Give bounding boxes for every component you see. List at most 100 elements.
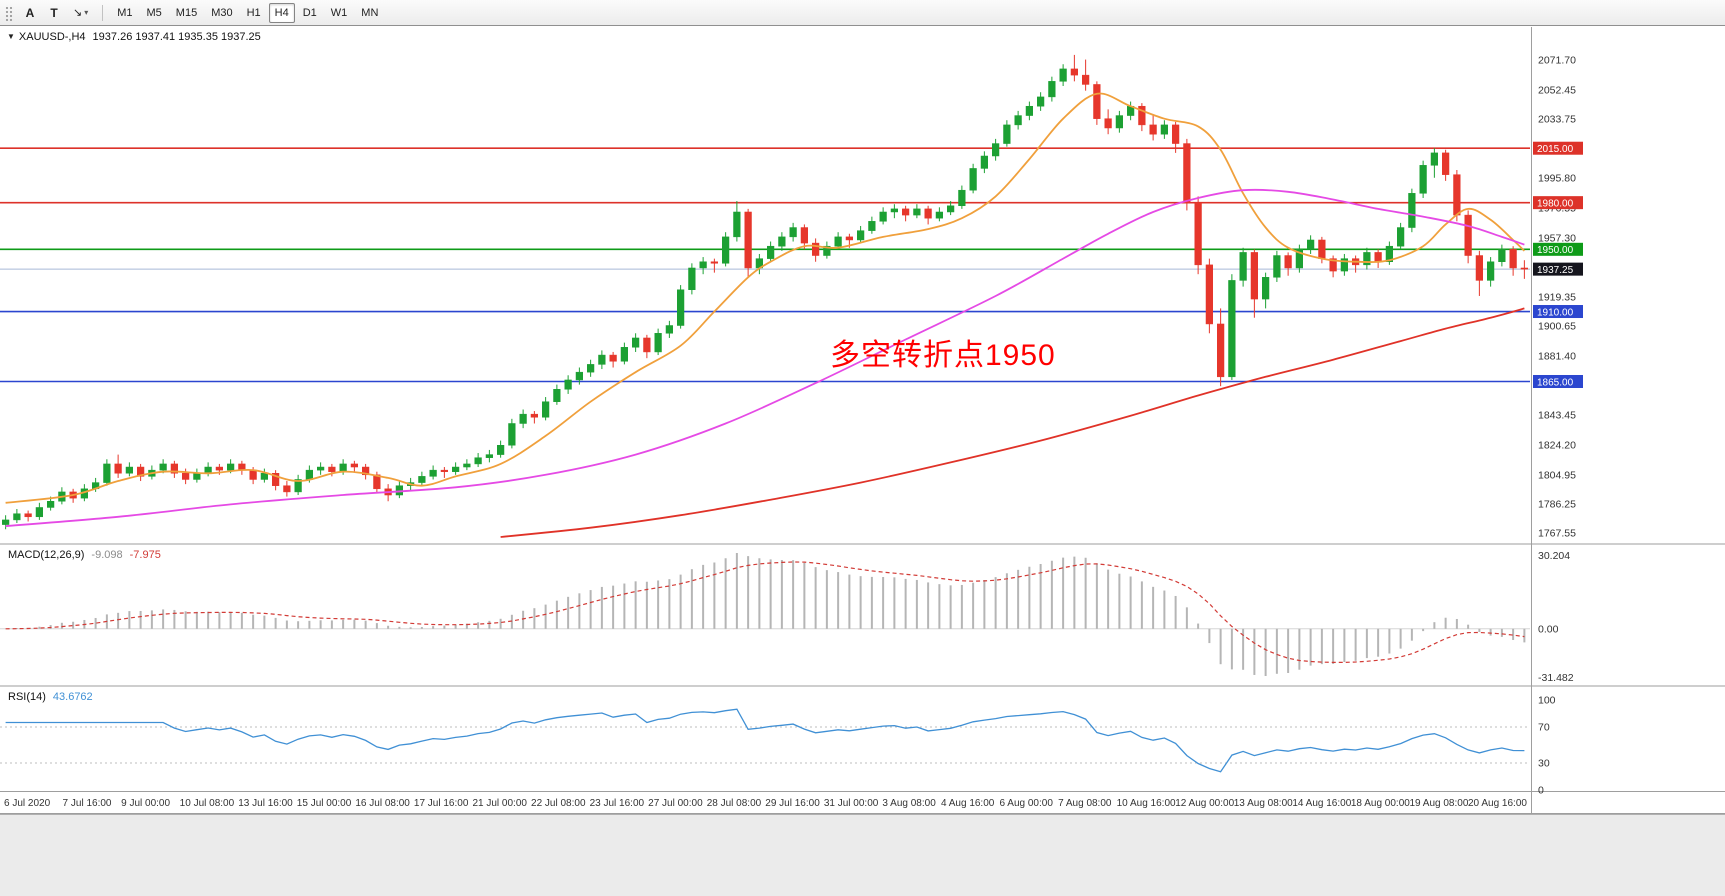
rsi-name: RSI(14) <box>8 691 46 703</box>
timeframe-button-m5[interactable]: M5 <box>146 6 162 19</box>
chart-ohlc-values: 1937.26 1937.41 1935.35 1937.25 <box>92 31 261 43</box>
rsi-scale-label: 70 <box>1538 722 1550 734</box>
timeframe-button-m30[interactable]: M30 <box>211 6 233 19</box>
chart-symbol-period: XAUUSD-,H4 <box>18 31 86 43</box>
macd-main-value: -9.098 <box>91 549 123 561</box>
price-scale-label: 1957.30 <box>1538 232 1576 244</box>
price-badge-1980.00: 1980.00 <box>1533 196 1583 209</box>
timeframe-button-w1[interactable]: W1 <box>330 6 348 19</box>
macd-pane <box>0 553 1530 676</box>
rsi-value: 43.6762 <box>52 691 93 703</box>
date-label: 15 Jul 00:00 <box>297 798 352 809</box>
price-scale-label: 1843.45 <box>1538 410 1576 422</box>
toolbar-grip-icon[interactable] <box>5 4 14 21</box>
ma-fast-line <box>5 92 1526 504</box>
date-label: 4 Aug 16:00 <box>941 798 995 809</box>
svg-text:1910.00: 1910.00 <box>1537 307 1574 318</box>
date-label: 13 Jul 16:00 <box>238 798 293 809</box>
collapse-triangle-icon[interactable]: ▼ <box>7 32 15 41</box>
price-scale-label: 1881.40 <box>1538 350 1576 362</box>
date-axis[interactable]: 6 Jul 2020 7 Jul 16:00 9 Jul 00:00 10 Jul 0… <box>4 798 1527 809</box>
text-tool-button[interactable]: T <box>50 5 58 20</box>
date-label: 3 Aug 08:00 <box>882 798 936 809</box>
date-label: 22 Jul 08:00 <box>531 798 586 809</box>
ma-fast-overlay <box>5 92 1526 504</box>
timeframe-button-h1[interactable]: H1 <box>246 6 261 19</box>
svg-text:1950.00: 1950.00 <box>1537 245 1574 256</box>
macd-signal-line <box>5 561 1525 663</box>
price-scale-label: 1824.20 <box>1538 439 1576 451</box>
rsi-line <box>5 708 1525 773</box>
date-label: 10 Aug 16:00 <box>1117 798 1176 809</box>
svg-text:2015.00: 2015.00 <box>1537 144 1574 155</box>
ma-slow-line <box>500 307 1525 538</box>
date-label: 7 Jul 16:00 <box>63 798 112 809</box>
date-label: 16 Jul 08:00 <box>355 798 410 809</box>
macd-scale-label: -31.482 <box>1538 672 1574 684</box>
price-badge-1910.00: 1910.00 <box>1533 305 1583 318</box>
timeframe-button-m1[interactable]: M1 <box>117 6 133 19</box>
chevron-down-icon: ▾ <box>84 8 89 17</box>
price-badge-2015.00: 2015.00 <box>1533 141 1583 155</box>
price-scale-labels[interactable]: 2071.702052.452033.751995.801976.551957.… <box>1533 55 1583 797</box>
macd-name: MACD(12,26,9) <box>8 549 85 561</box>
chart-toolbar: A T ↘ ▾ M1 M5 M15 M30 H1 H4 D1 W1 MN <box>0 0 1725 26</box>
price-badge-1865.00: 1865.00 <box>1533 374 1583 388</box>
date-label: 10 Jul 08:00 <box>180 798 235 809</box>
macd-scale-label: 30.204 <box>1538 550 1570 562</box>
price-scale-label: 2071.70 <box>1538 55 1576 67</box>
date-label: 6 Jul 2020 <box>4 798 51 809</box>
price-scale-label: 1900.65 <box>1538 321 1576 333</box>
ma-medium-overlay <box>5 188 1525 527</box>
date-label: 12 Aug 00:00 <box>1175 798 1234 809</box>
price-scale-label: 2033.75 <box>1538 114 1576 126</box>
svg-text:1980.00: 1980.00 <box>1537 198 1574 209</box>
rsi-pane <box>0 708 1530 773</box>
price-scale-label: 1995.80 <box>1538 173 1576 185</box>
svg-text:1865.00: 1865.00 <box>1537 377 1574 388</box>
macd-signal-value: -7.975 <box>129 549 161 561</box>
ma-slow-overlay <box>500 307 1525 538</box>
timeframe-buttons: M1 M5 M15 M30 H1 H4 D1 W1 MN <box>111 2 384 23</box>
date-label: 27 Jul 00:00 <box>648 798 703 809</box>
macd-scale-label: 0.00 <box>1538 623 1559 635</box>
rsi-scale-label: 0 <box>1538 785 1544 797</box>
rsi-indicator-label: RSI(14) 43.6762 <box>8 691 93 703</box>
date-label: 9 Jul 00:00 <box>121 798 170 809</box>
chart-title: ▼ XAUUSD-,H4 1937.26 1937.41 1935.35 1937.… <box>7 31 261 43</box>
rsi-scale-label: 100 <box>1538 695 1556 707</box>
date-label: 19 Aug 08:00 <box>1409 798 1468 809</box>
rsi-scale-label: 30 <box>1538 758 1550 770</box>
date-label: 20 Aug 16:00 <box>1468 798 1527 809</box>
date-label: 28 Jul 08:00 <box>707 798 762 809</box>
date-label: 23 Jul 16:00 <box>590 798 645 809</box>
date-label: 14 Aug 16:00 <box>1292 798 1351 809</box>
date-label: 18 Aug 00:00 <box>1351 798 1410 809</box>
date-label: 17 Jul 16:00 <box>414 798 469 809</box>
price-scale-label: 1767.55 <box>1538 528 1576 540</box>
price-scale-column[interactable] <box>1532 27 1725 814</box>
date-label: 6 Aug 00:00 <box>1000 798 1054 809</box>
chart-annotation[interactable]: 多空转折点1950 <box>830 339 1056 372</box>
timeframe-button-d1[interactable]: D1 <box>302 6 317 19</box>
price-scale-label: 1786.25 <box>1538 498 1576 510</box>
cursor-tool-button[interactable]: ↘ ▾ <box>67 3 94 23</box>
price-scale-label: 1804.95 <box>1538 469 1576 481</box>
date-label: 13 Aug 08:00 <box>1234 798 1293 809</box>
date-label: 31 Jul 00:00 <box>824 798 879 809</box>
ma-medium-line <box>5 188 1525 527</box>
svg-text:1937.25: 1937.25 <box>1537 265 1574 276</box>
date-label: 29 Jul 16:00 <box>765 798 820 809</box>
timeframe-button-h4[interactable]: H4 <box>268 2 295 23</box>
label-tool-button[interactable]: A <box>25 5 35 20</box>
price-badge-1950.00: 1950.00 <box>1533 242 1583 256</box>
macd-indicator-label: MACD(12,26,9) -9.098 -7.975 <box>8 549 161 561</box>
price-scale-label: 1919.35 <box>1538 291 1576 303</box>
timeframe-button-m15[interactable]: M15 <box>175 6 198 19</box>
candles-layer <box>2 54 1528 530</box>
timeframe-button-mn[interactable]: MN <box>361 6 379 19</box>
date-label: 21 Jul 00:00 <box>472 798 527 809</box>
current-price-badge: 1937.25 <box>1533 262 1583 276</box>
